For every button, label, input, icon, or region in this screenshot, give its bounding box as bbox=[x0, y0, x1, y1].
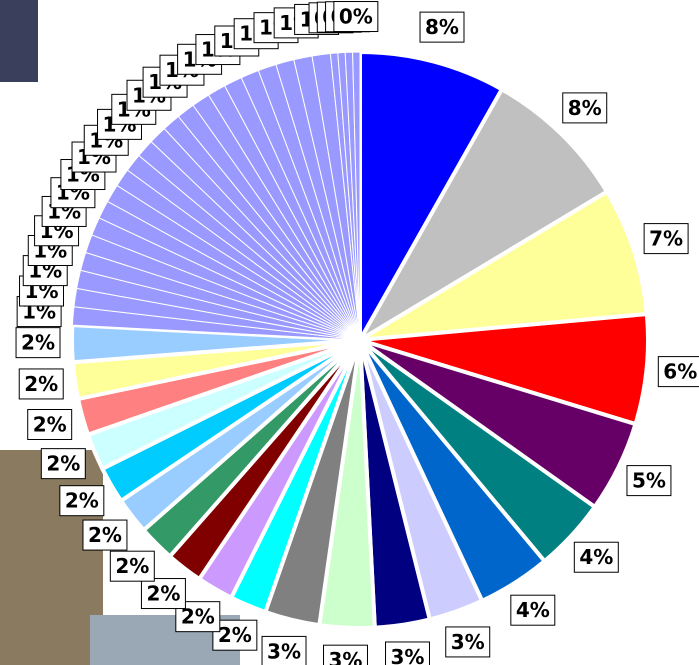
data-label-box: 3% bbox=[446, 627, 490, 657]
data-label-box: 2% bbox=[141, 579, 185, 609]
data-label: 2% bbox=[21, 331, 55, 355]
data-label: 3% bbox=[391, 645, 425, 665]
page: {"chart_data": {"type": "pie", "values":… bbox=[0, 0, 699, 665]
data-label-box: 2% bbox=[60, 486, 104, 516]
data-label-box: 3% bbox=[324, 645, 368, 665]
data-label: 2% bbox=[218, 623, 252, 647]
data-label: 3% bbox=[267, 639, 301, 663]
data-label-box: 5% bbox=[627, 466, 671, 496]
data-label: 2% bbox=[146, 582, 180, 606]
data-label-box: 6% bbox=[658, 357, 699, 387]
data-label: 0% bbox=[339, 5, 373, 29]
data-label: 7% bbox=[649, 227, 683, 251]
data-label: 2% bbox=[88, 523, 122, 547]
data-label-box: 2% bbox=[28, 410, 72, 440]
data-label-box: 4% bbox=[574, 542, 618, 572]
data-label: 3% bbox=[451, 630, 485, 654]
data-label-box: 2% bbox=[41, 449, 85, 479]
data-label-box: 2% bbox=[110, 551, 154, 581]
data-label-box: 7% bbox=[644, 224, 688, 254]
data-label-box: 2% bbox=[83, 520, 127, 550]
data-label: 2% bbox=[181, 605, 215, 629]
data-label: 4% bbox=[579, 545, 613, 569]
data-label-box: 3% bbox=[386, 642, 430, 665]
data-label: 2% bbox=[65, 489, 99, 513]
chart: 8%8%7%6%5%4%4%3%3%3%3%2%2%2%2%2%2%2%2%2%… bbox=[0, 0, 699, 665]
photo bbox=[0, 0, 38, 82]
data-label-box: 3% bbox=[262, 636, 306, 665]
data-label: 2% bbox=[33, 413, 67, 437]
data-label: 6% bbox=[663, 360, 697, 384]
data-label-box: 4% bbox=[511, 595, 555, 625]
data-label: 2% bbox=[115, 554, 149, 578]
data-label: 2% bbox=[24, 372, 58, 396]
data-label-box: 0% bbox=[334, 2, 378, 32]
data-label: 8% bbox=[568, 96, 602, 120]
data-label-box: 2% bbox=[19, 369, 63, 399]
data-label-box: 8% bbox=[420, 12, 464, 42]
data-label: 3% bbox=[329, 648, 363, 665]
data-label: 2% bbox=[46, 452, 80, 476]
data-label-box: 2% bbox=[16, 328, 60, 358]
data-label-box: 8% bbox=[563, 93, 607, 123]
data-label: 8% bbox=[425, 15, 459, 39]
photo bbox=[0, 450, 103, 665]
data-label: 4% bbox=[516, 598, 550, 622]
data-label: 5% bbox=[632, 469, 666, 493]
pie bbox=[72, 52, 648, 628]
